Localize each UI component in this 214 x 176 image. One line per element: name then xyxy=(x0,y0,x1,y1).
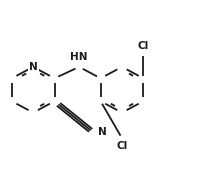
Text: HN: HN xyxy=(70,52,88,62)
Text: Cl: Cl xyxy=(116,141,128,151)
Text: Cl: Cl xyxy=(138,40,149,51)
Text: N: N xyxy=(98,127,107,137)
Text: N: N xyxy=(29,62,37,72)
